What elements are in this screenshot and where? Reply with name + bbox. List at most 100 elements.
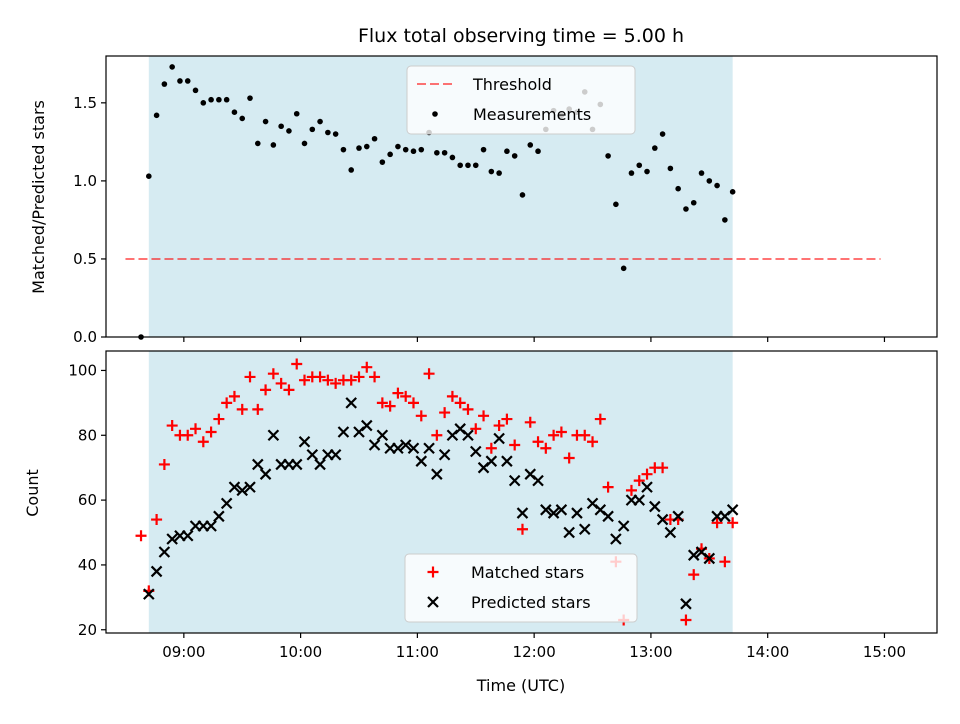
predicted-stars-point <box>267 429 280 442</box>
matched-stars-point <box>625 484 637 496</box>
legend-measurements-label: Measurements <box>473 105 591 124</box>
matched-stars-point <box>384 400 396 412</box>
predicted-stars-point <box>602 510 614 523</box>
matched-stars-point <box>291 358 303 370</box>
measurements-point <box>371 135 378 142</box>
x-tick-label: 13:00 <box>629 643 672 661</box>
predicted-stars-point <box>680 598 692 610</box>
bottom-axes-frame <box>105 350 938 634</box>
predicted-stars-point <box>547 507 560 519</box>
measurements-point <box>379 159 386 165</box>
measurements-point <box>325 129 331 136</box>
matched-stars-point <box>563 452 575 464</box>
top-panel: 0.0 0.5 1.0 1.5 Threshold Measurements <box>73 55 938 346</box>
measurements-point <box>317 118 323 125</box>
matched-stars-point <box>555 426 567 438</box>
measurements-point <box>387 151 393 158</box>
matched-stars-point <box>633 475 645 487</box>
matched-stars-point <box>260 384 272 396</box>
matched-stars-point <box>151 514 163 526</box>
predicted-stars-point <box>532 474 544 487</box>
measurements-point <box>706 178 713 184</box>
bottom-legend-box <box>404 553 638 623</box>
predicted-stars-point <box>578 523 591 536</box>
top-y-tick-label: 0.0 <box>73 328 97 346</box>
measurements-point <box>363 143 370 150</box>
measurements-point <box>247 95 253 101</box>
predicted-stars-point <box>361 419 373 432</box>
matched-stars-point <box>446 390 458 402</box>
matched-stars-point <box>376 397 388 409</box>
measurements-point <box>200 100 207 106</box>
bottom-panel: 20 40 60 80 100 09:00 10:00 11:00 12:00 13:00 14:0… <box>68 350 938 661</box>
legend-measurements-swatch <box>432 111 438 117</box>
measurements-point <box>262 118 269 125</box>
top-y-axis-label: Matched/Predicted stars <box>29 100 48 294</box>
predicted-stars-point <box>664 526 677 539</box>
predicted-stars-point <box>571 507 583 519</box>
predicted-stars-point <box>213 510 225 523</box>
bottom-y-tick-label: 80 <box>78 426 97 444</box>
legend-matched-swatch <box>427 566 439 578</box>
matched-stars-point <box>197 436 209 448</box>
matched-stars-point <box>244 371 256 383</box>
predicted-stars-point <box>617 520 630 532</box>
measurements-point <box>535 148 541 155</box>
measurements-point <box>605 153 611 159</box>
measurements-point <box>527 142 534 148</box>
matched-stars-point <box>361 361 373 373</box>
predicted-stars-point <box>508 474 521 487</box>
measurements-point <box>301 140 308 147</box>
matched-stars-point <box>532 436 544 448</box>
top-legend-box <box>406 65 636 135</box>
measurements-point <box>216 96 222 103</box>
predicted-stars-point <box>306 448 319 461</box>
matched-stars-point <box>299 374 311 386</box>
matched-stars-point <box>423 368 435 380</box>
predicted-stars-point <box>298 435 311 448</box>
predicted-stars-point <box>329 448 342 461</box>
matched-stars-point <box>322 374 334 386</box>
predicted-stars-point <box>610 533 622 545</box>
predicted-stars-point <box>649 500 661 513</box>
top-y-tick-label: 1.0 <box>73 172 97 190</box>
measurements-point <box>402 146 409 153</box>
matched-stars-point <box>478 410 490 422</box>
predicted-stars-point <box>399 439 412 451</box>
matched-stars-point <box>711 517 723 529</box>
measurements-point <box>348 167 355 173</box>
predicted-stars-point <box>469 445 482 458</box>
measurements-point <box>270 142 277 148</box>
predicted-stars-point <box>228 481 241 493</box>
matched-stars-point <box>727 517 739 529</box>
measurements-point <box>208 96 214 103</box>
matched-stars-point <box>439 407 451 419</box>
measurements-point <box>675 185 681 192</box>
matched-stars-point <box>680 614 692 626</box>
top-y-tick-label: 1.5 <box>73 94 97 112</box>
matched-stars-point <box>369 371 381 383</box>
chart-title: Flux total observing time = 5.00 h <box>358 25 684 47</box>
matched-stars-point <box>415 410 427 422</box>
measurements-point <box>293 110 300 117</box>
measurements-point <box>309 126 316 133</box>
measurements-point <box>146 173 152 180</box>
measurements-point <box>239 115 246 122</box>
predicted-stars-point <box>290 458 303 471</box>
measurements-point <box>620 265 627 272</box>
predicted-stars-point <box>368 439 381 451</box>
matched-stars-point <box>540 442 552 454</box>
x-tick-label: 14:00 <box>746 643 789 661</box>
predicted-stars-point <box>462 429 474 442</box>
matched-stars-point <box>594 413 606 425</box>
matched-stars-point <box>158 458 170 470</box>
x-tick-label: 12:00 <box>513 643 556 661</box>
matched-stars-point <box>236 403 248 415</box>
predicted-stars-point <box>181 529 194 542</box>
matched-stars-point <box>221 397 233 409</box>
x-tick-label: 15:00 <box>863 643 906 661</box>
measurements-point <box>652 145 658 151</box>
predicted-stars-point <box>205 520 217 532</box>
predicted-stars-point <box>143 588 155 600</box>
measurements-point <box>340 146 347 153</box>
